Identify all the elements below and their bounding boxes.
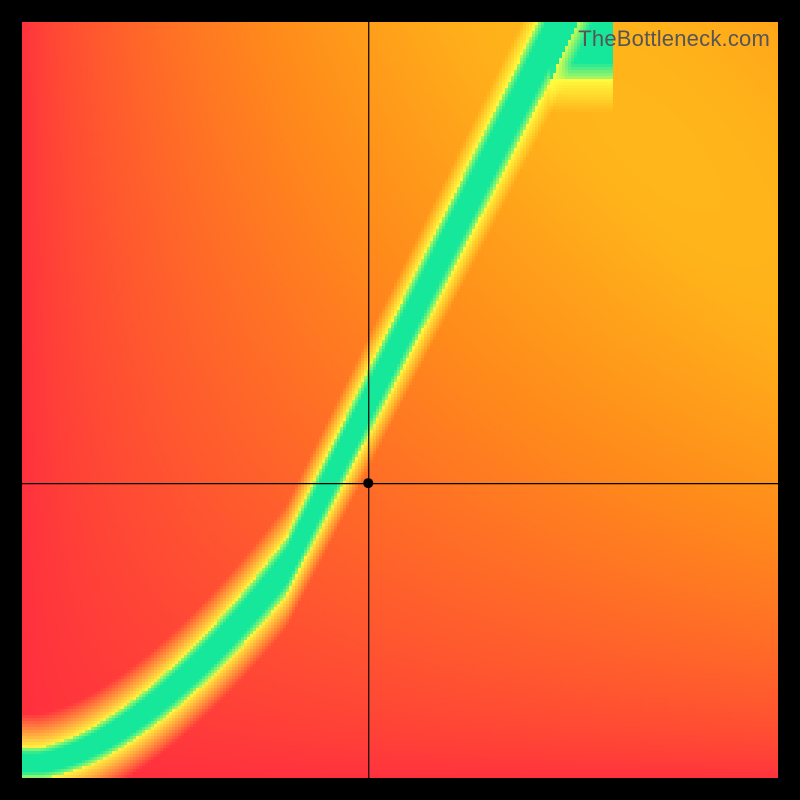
watermark-text: TheBottleneck.com (578, 26, 770, 52)
crosshair-overlay (22, 22, 778, 778)
figure-frame: TheBottleneck.com (0, 0, 800, 800)
plot-area (22, 22, 778, 778)
